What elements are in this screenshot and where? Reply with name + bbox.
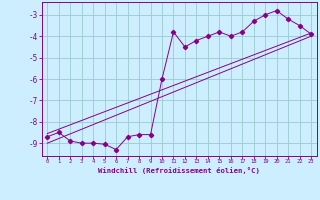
X-axis label: Windchill (Refroidissement éolien,°C): Windchill (Refroidissement éolien,°C) — [98, 167, 260, 174]
